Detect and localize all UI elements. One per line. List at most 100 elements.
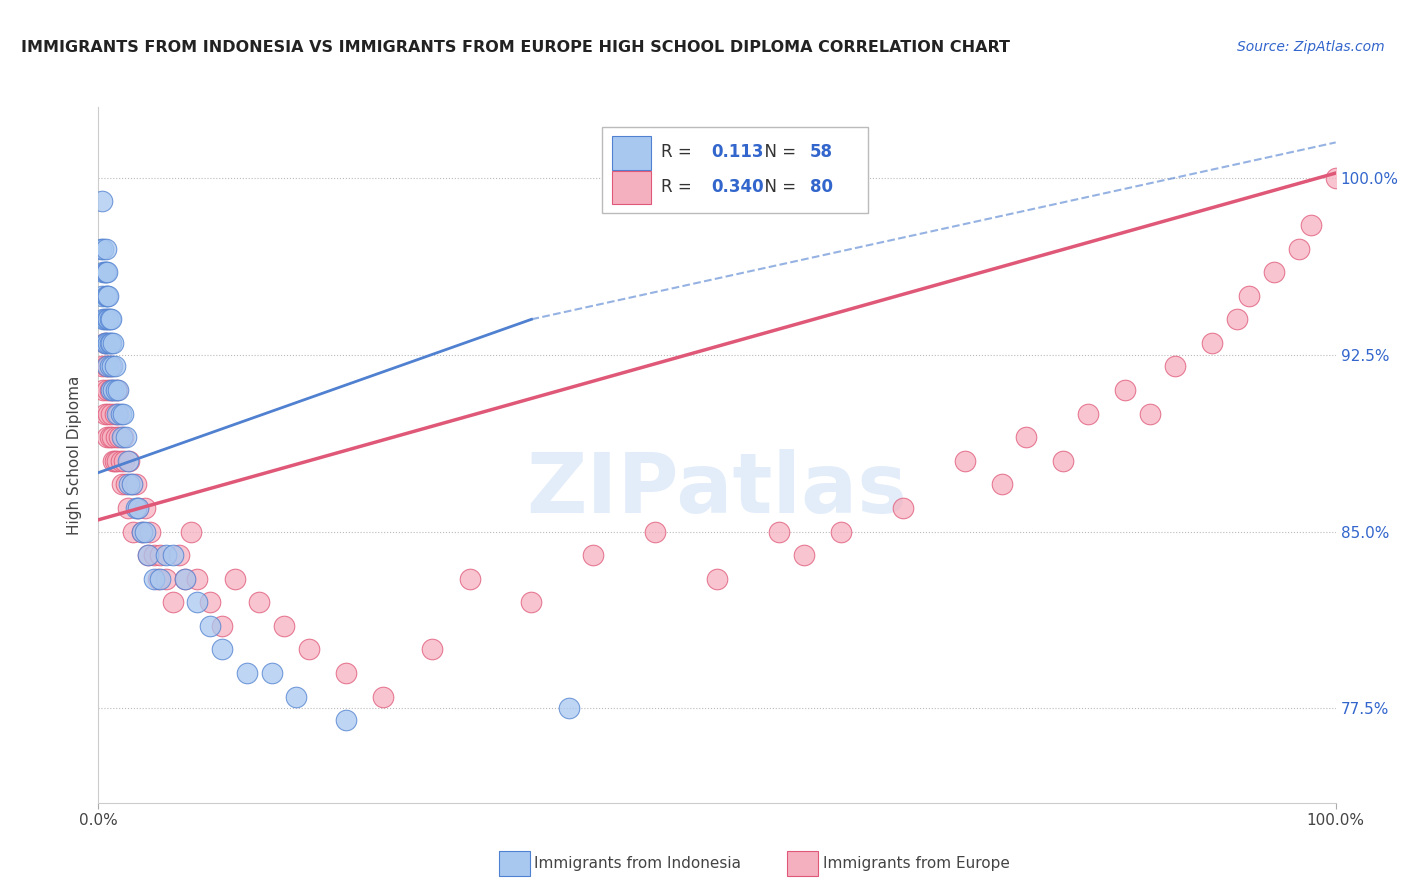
Point bbox=[1226, 312, 1249, 326]
Y-axis label: High School Diploma: High School Diploma bbox=[67, 376, 83, 534]
Point bbox=[793, 548, 815, 562]
Text: ZIPatlas: ZIPatlas bbox=[527, 450, 907, 530]
Point bbox=[124, 500, 146, 515]
Point bbox=[91, 359, 114, 374]
Point bbox=[91, 289, 114, 303]
Point bbox=[96, 359, 118, 374]
Text: Immigrants from Indonesia: Immigrants from Indonesia bbox=[534, 856, 741, 871]
Point bbox=[422, 642, 444, 657]
Point bbox=[127, 500, 149, 515]
Point bbox=[93, 265, 115, 279]
Text: IMMIGRANTS FROM INDONESIA VS IMMIGRANTS FROM EUROPE HIGH SCHOOL DIPLOMA CORRELAT: IMMIGRANTS FROM INDONESIA VS IMMIGRANTS … bbox=[21, 40, 1010, 55]
Point bbox=[101, 359, 124, 374]
Text: R =: R = bbox=[661, 144, 697, 161]
Point bbox=[1299, 218, 1322, 232]
Point bbox=[124, 477, 146, 491]
Point bbox=[127, 500, 149, 515]
Point bbox=[103, 359, 125, 374]
Point bbox=[139, 524, 162, 539]
Point bbox=[1201, 335, 1223, 350]
Point bbox=[93, 242, 115, 256]
Point bbox=[186, 572, 208, 586]
Point bbox=[1015, 430, 1038, 444]
Point bbox=[117, 454, 139, 468]
Point bbox=[104, 430, 127, 444]
Point bbox=[97, 312, 120, 326]
Point bbox=[1324, 170, 1347, 185]
Point bbox=[149, 548, 172, 562]
Point bbox=[155, 572, 177, 586]
Point bbox=[103, 383, 125, 397]
Point bbox=[111, 477, 134, 491]
Point bbox=[101, 430, 124, 444]
Text: 0.340: 0.340 bbox=[711, 178, 763, 196]
Point bbox=[97, 407, 120, 421]
Point bbox=[155, 548, 177, 562]
Point bbox=[100, 312, 122, 326]
Point bbox=[1237, 289, 1260, 303]
Point bbox=[103, 454, 125, 468]
FancyBboxPatch shape bbox=[602, 127, 868, 213]
Point bbox=[94, 242, 117, 256]
Point bbox=[94, 265, 117, 279]
Point bbox=[103, 454, 125, 468]
Point bbox=[557, 701, 579, 715]
Point bbox=[224, 572, 246, 586]
Point bbox=[98, 359, 121, 374]
Point bbox=[122, 524, 145, 539]
Point bbox=[110, 407, 132, 421]
Point bbox=[830, 524, 852, 539]
Point bbox=[98, 383, 121, 397]
Point bbox=[97, 359, 120, 374]
Point bbox=[136, 548, 159, 562]
Point bbox=[96, 312, 118, 326]
Point bbox=[104, 383, 127, 397]
Point bbox=[143, 548, 166, 562]
Point bbox=[97, 289, 120, 303]
Point bbox=[174, 572, 197, 586]
Point bbox=[273, 619, 295, 633]
Point bbox=[103, 335, 125, 350]
Point bbox=[93, 335, 115, 350]
Point bbox=[298, 642, 321, 657]
Point bbox=[94, 359, 117, 374]
Bar bbox=[612, 136, 651, 169]
Point bbox=[247, 595, 270, 609]
Point bbox=[1139, 407, 1161, 421]
Point bbox=[94, 289, 117, 303]
Text: 80: 80 bbox=[810, 178, 832, 196]
Point bbox=[143, 572, 166, 586]
Point bbox=[520, 595, 543, 609]
Point bbox=[96, 383, 118, 397]
Point bbox=[94, 335, 117, 350]
Point bbox=[1164, 359, 1187, 374]
Text: Source: ZipAtlas.com: Source: ZipAtlas.com bbox=[1237, 40, 1385, 54]
Point bbox=[111, 430, 134, 444]
Text: Immigrants from Europe: Immigrants from Europe bbox=[823, 856, 1010, 871]
Point bbox=[112, 407, 135, 421]
Point bbox=[198, 595, 221, 609]
Point bbox=[96, 430, 118, 444]
Point bbox=[149, 572, 172, 586]
Point bbox=[131, 524, 153, 539]
Point bbox=[98, 312, 121, 326]
Point bbox=[105, 383, 128, 397]
Point bbox=[1077, 407, 1099, 421]
Point bbox=[107, 383, 129, 397]
Point bbox=[90, 242, 112, 256]
Point bbox=[93, 312, 115, 326]
Point bbox=[100, 335, 122, 350]
Point bbox=[335, 713, 357, 727]
Point bbox=[644, 524, 666, 539]
Point bbox=[211, 619, 233, 633]
Point bbox=[706, 572, 728, 586]
Point bbox=[458, 572, 481, 586]
Point bbox=[105, 454, 128, 468]
Point bbox=[953, 454, 976, 468]
Point bbox=[131, 524, 153, 539]
Point bbox=[146, 572, 169, 586]
Bar bbox=[612, 171, 651, 204]
Point bbox=[96, 265, 118, 279]
Point bbox=[93, 383, 115, 397]
Point bbox=[1114, 383, 1136, 397]
